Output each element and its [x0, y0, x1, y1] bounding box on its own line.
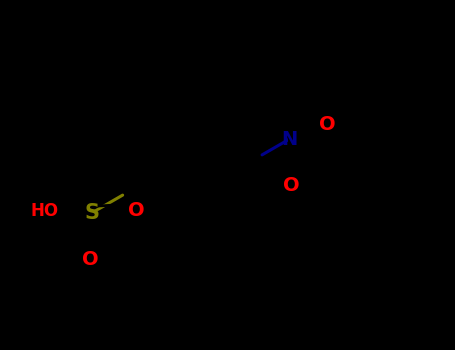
Text: O: O — [283, 176, 299, 195]
Text: O: O — [82, 250, 99, 269]
Text: O: O — [128, 201, 145, 220]
Text: O: O — [319, 115, 336, 134]
Text: HO: HO — [31, 202, 59, 220]
Text: N: N — [281, 130, 298, 149]
Text: S: S — [85, 203, 100, 223]
